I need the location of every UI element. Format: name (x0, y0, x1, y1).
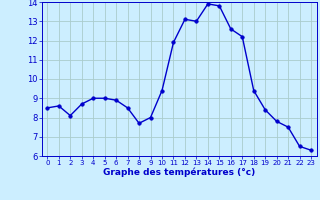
X-axis label: Graphe des températures (°c): Graphe des températures (°c) (103, 168, 255, 177)
